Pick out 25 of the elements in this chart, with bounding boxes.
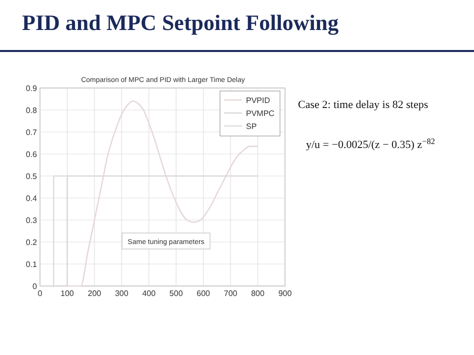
x-tick-label: 500	[169, 289, 184, 298]
text: Case 2: time delay is 82 steps	[298, 99, 428, 111]
legend-label: SP	[246, 122, 257, 131]
y-tick-label: 0.7	[26, 128, 38, 137]
x-tick-label: 300	[114, 289, 129, 298]
y-tick-label: 0.6	[26, 150, 38, 159]
y-tick-label: 0.9	[26, 84, 38, 93]
x-tick-label: 600	[196, 289, 211, 298]
y-tick-label: 0.1	[26, 260, 38, 269]
x-tick-label: 700	[224, 289, 238, 298]
y-tick-label: 0.4	[26, 194, 38, 203]
y-tick-label: 0.8	[26, 106, 38, 115]
y-tick-label: 0.2	[26, 238, 38, 247]
y-tick-label: 0	[32, 282, 38, 291]
x-tick-label: 400	[142, 289, 156, 298]
y-tick-label: 0.5	[26, 172, 38, 181]
x-tick-label: 800	[251, 289, 265, 298]
x-tick-label: 200	[88, 289, 102, 298]
legend-label: PVMPC	[246, 109, 275, 118]
y-tick-label: 0.3	[26, 216, 38, 225]
x-tick-label: 900	[278, 289, 292, 298]
text: PID and MPC Setpoint Following	[22, 10, 339, 35]
legend-label: PVPID	[246, 96, 270, 105]
text: y/u = −0.0025/(z − 0.35) z$^{−82}$	[306, 136, 435, 151]
x-tick-label: 100	[60, 289, 74, 298]
